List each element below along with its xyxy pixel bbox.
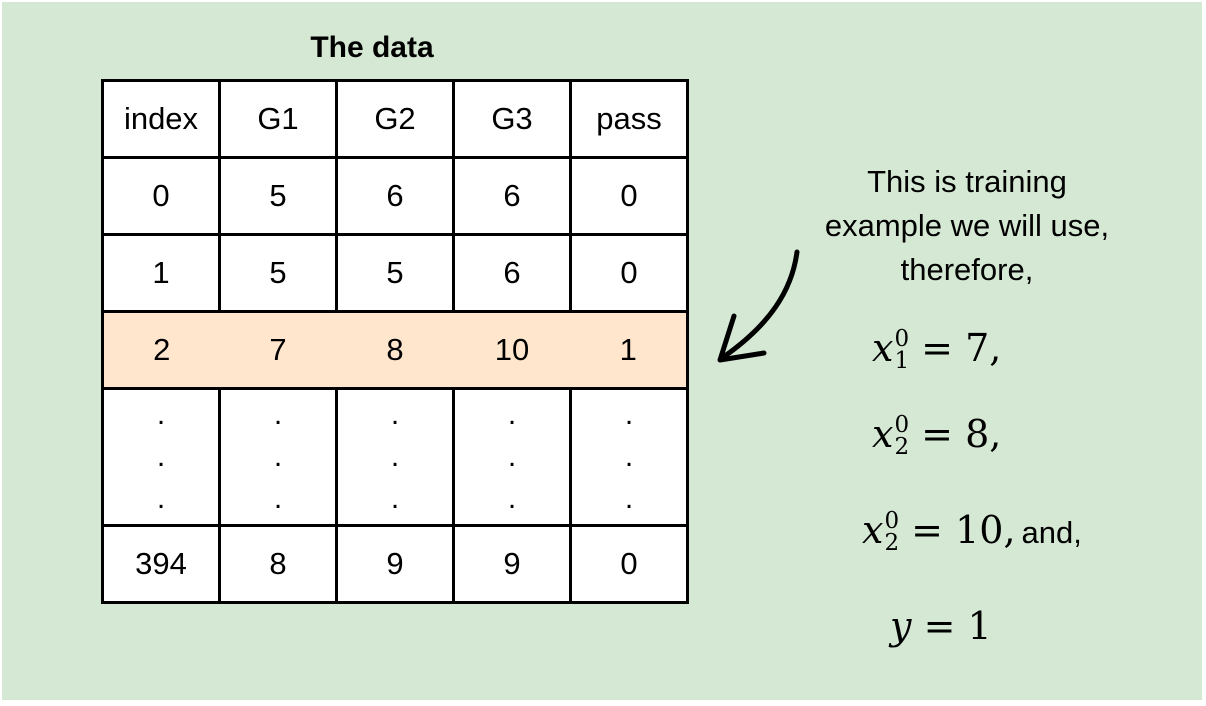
ellipsis-dot: . [273, 482, 283, 515]
note-line: This is training [867, 164, 1067, 199]
eq-superscript: 0 [894, 325, 910, 352]
table-cell: 7 [219, 310, 337, 390]
ellipsis-cell: ... [569, 387, 689, 527]
header-cell: G1 [218, 79, 338, 159]
table-cell: 394 [101, 524, 221, 604]
ellipsis-dot: . [390, 398, 400, 431]
note-line: example we will use, [824, 208, 1110, 243]
header-cell: G2 [335, 79, 455, 159]
ellipsis-dot: . [507, 398, 517, 431]
table-cell: 10 [453, 310, 571, 390]
eq-tail-text: and, [1021, 515, 1082, 550]
eq-variable: y [890, 604, 912, 648]
eq-rhs: = 7, [921, 326, 1002, 370]
header-cell: pass [569, 79, 689, 159]
ellipsis-dot: . [156, 440, 166, 473]
ellipsis-dot: . [390, 440, 400, 473]
eq-superscript: 0 [884, 507, 900, 534]
header-cell: index [101, 79, 221, 159]
table-cell: 0 [101, 156, 221, 236]
table-cell: 5 [218, 233, 338, 313]
ellipsis-dot: . [273, 398, 283, 431]
eq-subscript: 2 [894, 433, 910, 460]
eq-variable: x [872, 412, 894, 456]
ellipsis-cell: ... [101, 387, 221, 527]
table-cell: 6 [452, 156, 572, 236]
ellipsis-dot: . [624, 440, 634, 473]
table-cell: 0 [569, 156, 689, 236]
table-title: The data [310, 31, 434, 64]
table-row: 394 8 9 9 0 [101, 524, 689, 604]
table-header-row: index G1 G2 G3 pass [101, 79, 689, 159]
ellipsis-dot: . [273, 440, 283, 473]
ellipsis-dot: . [624, 482, 634, 515]
table-row: 1 5 5 6 0 [101, 233, 689, 313]
eq-variable: x [862, 508, 884, 552]
ellipsis-dot: . [390, 482, 400, 515]
data-table: index G1 G2 G3 pass 0 5 6 6 0 1 5 5 6 0 … [101, 79, 689, 604]
table-cell: 9 [335, 524, 455, 604]
header-cell: G3 [452, 79, 572, 159]
eq-subscript: 1 [894, 347, 910, 374]
table-cell: 9 [452, 524, 572, 604]
ellipsis-cell: ... [218, 387, 338, 527]
table-cell: 0 [569, 233, 689, 313]
highlighted-table-row: 2 7 8 10 1 [101, 310, 689, 390]
ellipsis-cell: ... [452, 387, 572, 527]
table-cell: 1 [570, 310, 689, 390]
ellipsis-dot: . [156, 482, 166, 515]
table-row: 0 5 6 6 0 [101, 156, 689, 236]
note-line: therefore, [900, 252, 1034, 287]
table-cell: 1 [101, 233, 221, 313]
eq-rhs: = 1 [923, 604, 992, 648]
equation-y: y = 1 [890, 604, 992, 648]
table-cell: 8 [336, 310, 454, 390]
table-cell: 6 [452, 233, 572, 313]
curved-arrow-icon [717, 249, 800, 363]
eq-subscript: 2 [884, 529, 900, 556]
table-cell: 2 [101, 310, 220, 390]
ellipsis-dot: . [507, 440, 517, 473]
eq-variable: x [872, 326, 894, 370]
table-cell: 0 [569, 524, 689, 604]
ellipsis-dot: . [507, 482, 517, 515]
eq-rhs: = 8, [921, 412, 1002, 456]
table-cell: 5 [335, 233, 455, 313]
ellipsis-row: ... ... ... ... ... [101, 387, 689, 527]
table-cell: 8 [218, 524, 338, 604]
table-cell: 5 [218, 156, 338, 236]
table-cell: 6 [335, 156, 455, 236]
ellipsis-cell: ... [335, 387, 455, 527]
ellipsis-dot: . [624, 398, 634, 431]
eq-superscript: 0 [894, 411, 910, 438]
eq-rhs: = 10, [911, 508, 1016, 552]
explanation-note: This is training example we will use, th… [790, 160, 1144, 292]
ellipsis-dot: . [156, 398, 166, 431]
